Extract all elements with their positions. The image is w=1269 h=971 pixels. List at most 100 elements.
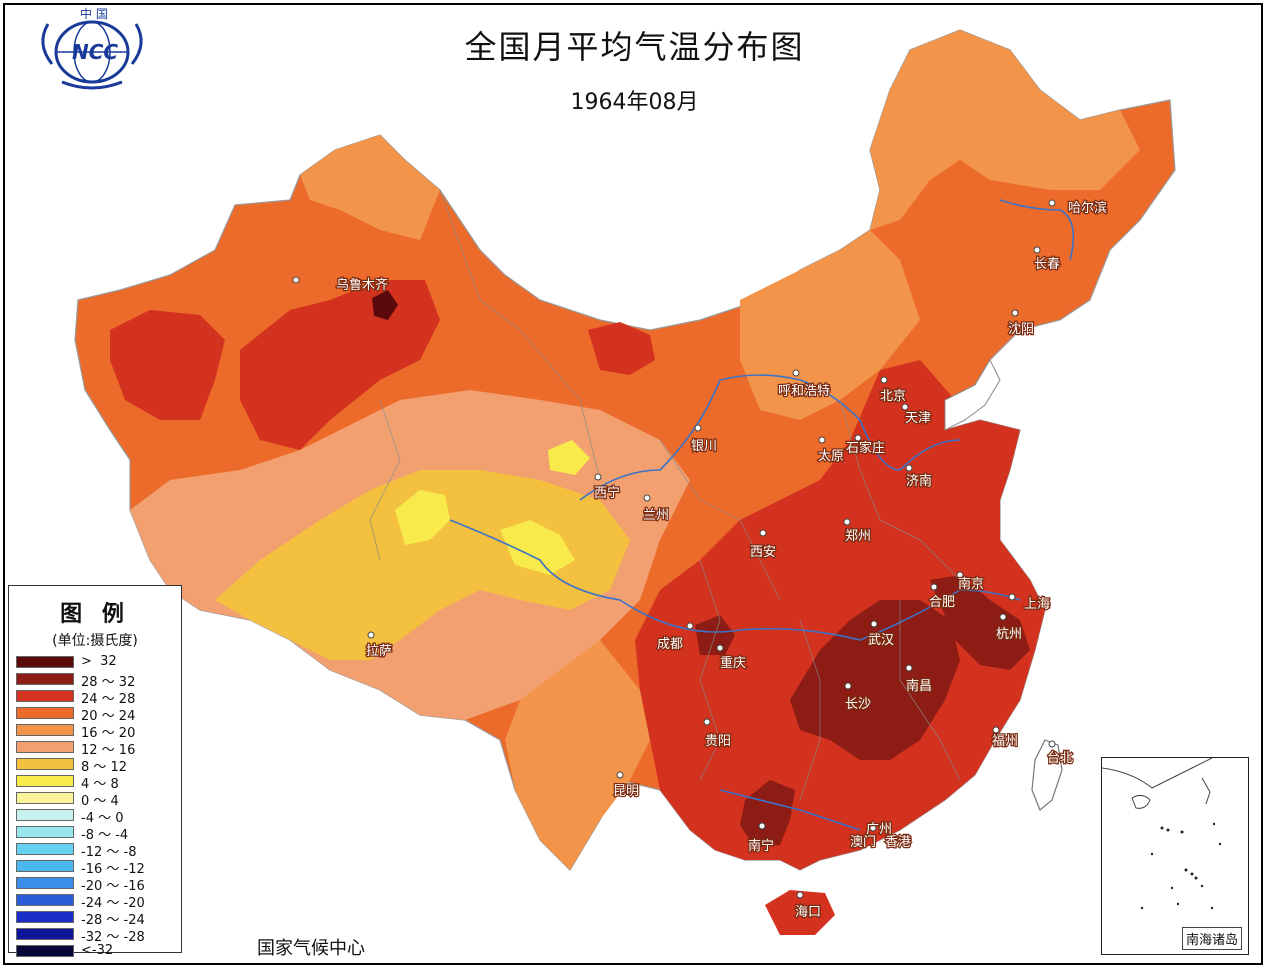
city-label: 南昌 (906, 678, 932, 694)
legend-item: 20 ～ 24 (9, 705, 181, 724)
city-label: 石家庄 (846, 440, 885, 456)
legend-label: -4 ～ 0 (81, 811, 124, 826)
city-label: 天津 (905, 411, 931, 426)
city-label: 长春 (1034, 257, 1060, 272)
legend-label: > 32 (81, 654, 117, 669)
legend-swatch (16, 928, 74, 940)
legend-swatch (16, 673, 74, 685)
legend-item: 16 ～ 20 (9, 722, 181, 741)
city-label: 西宁 (594, 485, 620, 501)
legend-swatch (16, 826, 74, 838)
legend-label: 20 ～ 24 (81, 709, 136, 724)
legend-label: 0 ～ 4 (81, 794, 119, 809)
legend-swatch (16, 945, 74, 957)
map-title: 全国月平均气温分布图 (464, 28, 805, 66)
map-subtitle: 1964年08月 (570, 90, 699, 115)
zone-24-28-hainan (765, 890, 835, 935)
zone-4-8-a (395, 490, 450, 545)
zone-24-28-gobi (588, 322, 655, 375)
inset-map (1101, 757, 1222, 910)
city-label: 合肥 (929, 595, 955, 610)
city-label: 澳门 (850, 834, 876, 850)
city-label: 香港 (885, 835, 911, 850)
city-label: 银川 (691, 439, 717, 454)
city-markers (292, 199, 1056, 899)
legend-item: 8 ～ 12 (9, 756, 181, 775)
legend-item: -8 ～ -4 (9, 824, 181, 843)
legend-rows: > 32 28 ～ 32 24 ～ 28 20 ～ 24 16 ～ 20 12 ～ 16 8… (9, 654, 181, 960)
legend-swatch (16, 707, 74, 719)
legend-item: -16 ～ -12 (9, 858, 181, 877)
zone-24-28-east (635, 360, 1045, 870)
legend-swatch (16, 911, 74, 923)
organization-label: 国家气候中心 (257, 938, 365, 959)
city-label: 济南 (906, 473, 932, 489)
legend-swatch (16, 656, 74, 668)
city-label: 郑州 (845, 529, 871, 544)
legend-label: -16 ～ -12 (81, 862, 145, 877)
zone-gt-32 (372, 290, 398, 320)
legend-item: <-32 (9, 943, 181, 960)
legend-item: -28 ～ -24 (9, 909, 181, 928)
city-label: 海口 (795, 905, 821, 920)
legend-label: 16 ～ 20 (81, 726, 136, 741)
legend-swatch (16, 792, 74, 804)
zone-4-8-b (500, 520, 575, 575)
city-label: 昆明 (613, 784, 639, 799)
bohai-sea (944, 358, 1001, 431)
inset-label: 南海诸岛 (1181, 927, 1242, 950)
zone-4-8-c (548, 440, 590, 475)
map-frame (3, 3, 1263, 965)
logo-mark-text: NCC (72, 40, 118, 64)
legend-label: -8 ～ -4 (81, 828, 129, 843)
legend: 图 例 (单位:摄氏度) > 32 28 ～ 32 24 ～ 28 20 ～ 24 16… (8, 585, 182, 958)
legend-swatch (16, 877, 74, 889)
legend-item: -24 ～ -20 (9, 892, 181, 911)
legend-item: 24 ～ 28 (9, 688, 181, 707)
city-label: 北京 (880, 389, 906, 404)
zone-16-20-north (740, 230, 920, 420)
legend-swatch (16, 843, 74, 855)
legend-label: -32 ～ -28 (81, 930, 145, 945)
city-label: 呼和浩特 (778, 384, 830, 399)
zone-28-32-jiangnan (930, 575, 1030, 670)
legend-item: > 32 (9, 654, 181, 671)
legend-item: -4 ～ 0 (9, 807, 181, 826)
legend-item: 0 ～ 4 (9, 790, 181, 809)
legend-item: -20 ～ -16 (9, 875, 181, 894)
zone-24-28-xinjiang-east (240, 280, 440, 450)
city-label: 沈阳 (1008, 322, 1034, 337)
zone-16-20-west (300, 135, 440, 240)
city-label: 南宁 (748, 838, 774, 854)
legend-swatch (16, 758, 74, 770)
city-label: 广州 (866, 822, 892, 837)
city-label: 重庆 (720, 655, 746, 671)
city-label: 西安 (750, 545, 776, 560)
city-label: 上海 (1024, 597, 1050, 612)
city-label: 台北 (1047, 751, 1073, 766)
city-labels: 乌鲁木齐 哈尔滨 长春 沈阳 呼和浩特 北京 天津 石家庄 太原 银川 济南 西… (335, 199, 1109, 922)
city-label: 南京 (958, 576, 984, 592)
legend-item: 28 ～ 32 (9, 671, 181, 690)
legend-swatch (16, 724, 74, 736)
city-label: 杭州 (996, 627, 1022, 642)
legend-swatch (16, 809, 74, 821)
legend-swatch (16, 894, 74, 906)
legend-swatch (16, 690, 74, 702)
legend-label: -24 ～ -20 (81, 896, 145, 911)
city-label: 福州 (992, 734, 1018, 749)
legend-unit: (单位:摄氏度) (52, 633, 138, 649)
city-label: 兰州 (643, 508, 669, 523)
legend-item: -32 ～ -28 (9, 926, 181, 945)
legend-item: 4 ～ 8 (9, 773, 181, 792)
zone-16-20-yunnan (505, 640, 650, 870)
logo-top-text: 中 国 (80, 6, 108, 21)
taiwan (1031, 739, 1063, 811)
city-label: 武汉 (868, 633, 894, 648)
legend-swatch (16, 741, 74, 753)
city-label: 长沙 (845, 697, 871, 712)
rivers (449, 199, 1075, 831)
ncc-logo: 中 国 NCC (41, 6, 143, 90)
legend-swatch (16, 775, 74, 787)
